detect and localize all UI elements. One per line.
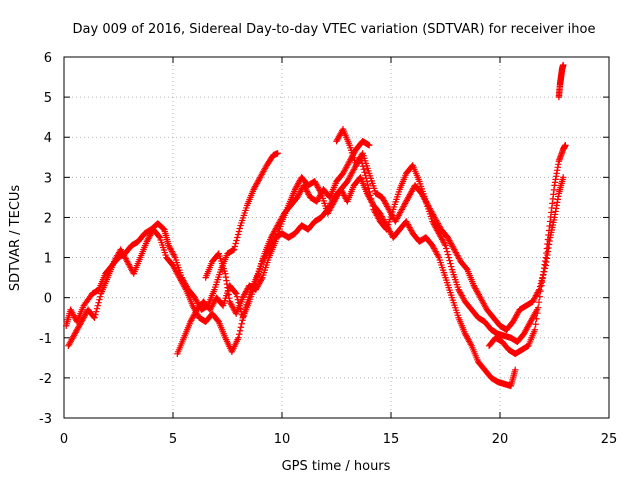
data-point bbox=[237, 324, 245, 331]
data-point bbox=[367, 192, 374, 199]
data-point bbox=[446, 257, 453, 264]
y-tick-label: 1 bbox=[44, 252, 52, 267]
series-track-e bbox=[333, 126, 567, 333]
data-point bbox=[367, 195, 375, 203]
data-point bbox=[512, 366, 519, 374]
data-point bbox=[448, 263, 455, 270]
x-tick-label: 20 bbox=[492, 432, 509, 447]
x-tick-label: 10 bbox=[274, 432, 291, 447]
data-points bbox=[62, 61, 569, 390]
data-point bbox=[434, 252, 442, 260]
data-point bbox=[532, 321, 539, 328]
data-point bbox=[366, 142, 373, 149]
data-point bbox=[155, 233, 163, 240]
y-tick-label: 6 bbox=[44, 51, 52, 66]
y-axis-label: SDTVAR / TECUs bbox=[8, 185, 23, 292]
data-point bbox=[531, 326, 539, 333]
y-tick-labels: -3 -2 -1 0 1 2 3 4 5 6 bbox=[39, 51, 52, 427]
series-track-f bbox=[485, 142, 569, 358]
data-point bbox=[182, 284, 189, 292]
plot-frame bbox=[63, 56, 610, 419]
data-point bbox=[447, 260, 454, 267]
data-point bbox=[231, 243, 239, 250]
data-point bbox=[236, 331, 243, 338]
data-point bbox=[232, 240, 239, 247]
data-point bbox=[360, 166, 367, 173]
data-point bbox=[234, 234, 241, 241]
x-tick-labels: 0 5 10 15 20 25 bbox=[60, 432, 617, 447]
x-tick-label: 5 bbox=[169, 432, 177, 447]
data-point bbox=[562, 142, 569, 149]
data-point bbox=[230, 246, 238, 253]
y-tick-label: 4 bbox=[44, 131, 52, 146]
y-tick-label: -3 bbox=[39, 412, 52, 427]
chart-title: Day 009 of 2016, Sidereal Day-to-day VTE… bbox=[73, 22, 596, 37]
grid-lines bbox=[64, 57, 609, 418]
data-point bbox=[533, 315, 540, 322]
data-point bbox=[233, 237, 240, 244]
data-point bbox=[232, 289, 239, 296]
data-point bbox=[235, 334, 242, 341]
data-point bbox=[235, 228, 243, 235]
data-point bbox=[443, 245, 450, 252]
series-track-c bbox=[174, 174, 519, 390]
data-point bbox=[274, 150, 281, 157]
series-track-b bbox=[65, 138, 373, 356]
x-tick-label: 15 bbox=[383, 432, 400, 447]
data-point bbox=[236, 225, 243, 232]
data-point bbox=[233, 290, 240, 297]
y-tick-label: 0 bbox=[44, 292, 52, 307]
y-tick-label: 5 bbox=[44, 91, 52, 106]
data-point bbox=[234, 231, 242, 238]
data-point bbox=[442, 242, 449, 249]
x-tick-label: 25 bbox=[601, 432, 618, 447]
y-tick-label: 2 bbox=[44, 211, 52, 226]
data-point bbox=[536, 286, 543, 293]
data-point bbox=[95, 299, 102, 306]
x-tick-label: 0 bbox=[60, 432, 68, 447]
data-point bbox=[160, 225, 167, 232]
data-point bbox=[444, 251, 452, 258]
data-point bbox=[560, 174, 567, 181]
data-point bbox=[445, 254, 452, 261]
data-point bbox=[97, 293, 104, 300]
data-point bbox=[93, 305, 101, 312]
data-point bbox=[534, 304, 542, 311]
data-point bbox=[171, 252, 178, 260]
data-point bbox=[91, 314, 98, 321]
data-point bbox=[535, 298, 543, 306]
y-tick-label: -2 bbox=[39, 372, 52, 387]
data-point bbox=[92, 308, 100, 315]
data-point bbox=[94, 302, 101, 309]
data-point bbox=[317, 188, 324, 196]
data-point bbox=[560, 61, 567, 69]
data-point bbox=[364, 181, 372, 189]
data-point bbox=[537, 287, 544, 295]
data-point bbox=[369, 202, 376, 210]
y-tick-label: -1 bbox=[39, 332, 52, 347]
data-point bbox=[441, 240, 448, 248]
data-point bbox=[536, 293, 543, 300]
data-point bbox=[443, 248, 451, 255]
data-point bbox=[238, 320, 245, 327]
data-point bbox=[534, 310, 541, 317]
data-point bbox=[236, 327, 244, 334]
data-point bbox=[366, 188, 373, 196]
data-point bbox=[258, 275, 265, 283]
data-point bbox=[467, 341, 475, 348]
y-tick-label: 3 bbox=[44, 171, 52, 186]
data-point bbox=[365, 185, 372, 192]
data-point bbox=[96, 296, 103, 303]
tick-marks bbox=[63, 56, 610, 419]
data-point bbox=[368, 199, 376, 206]
series-track-g bbox=[555, 61, 567, 101]
data-point bbox=[233, 293, 241, 300]
data-point bbox=[92, 311, 99, 318]
series-track-d bbox=[202, 154, 541, 345]
x-axis-label: GPS time / hours bbox=[282, 459, 391, 474]
data-point bbox=[361, 169, 368, 176]
